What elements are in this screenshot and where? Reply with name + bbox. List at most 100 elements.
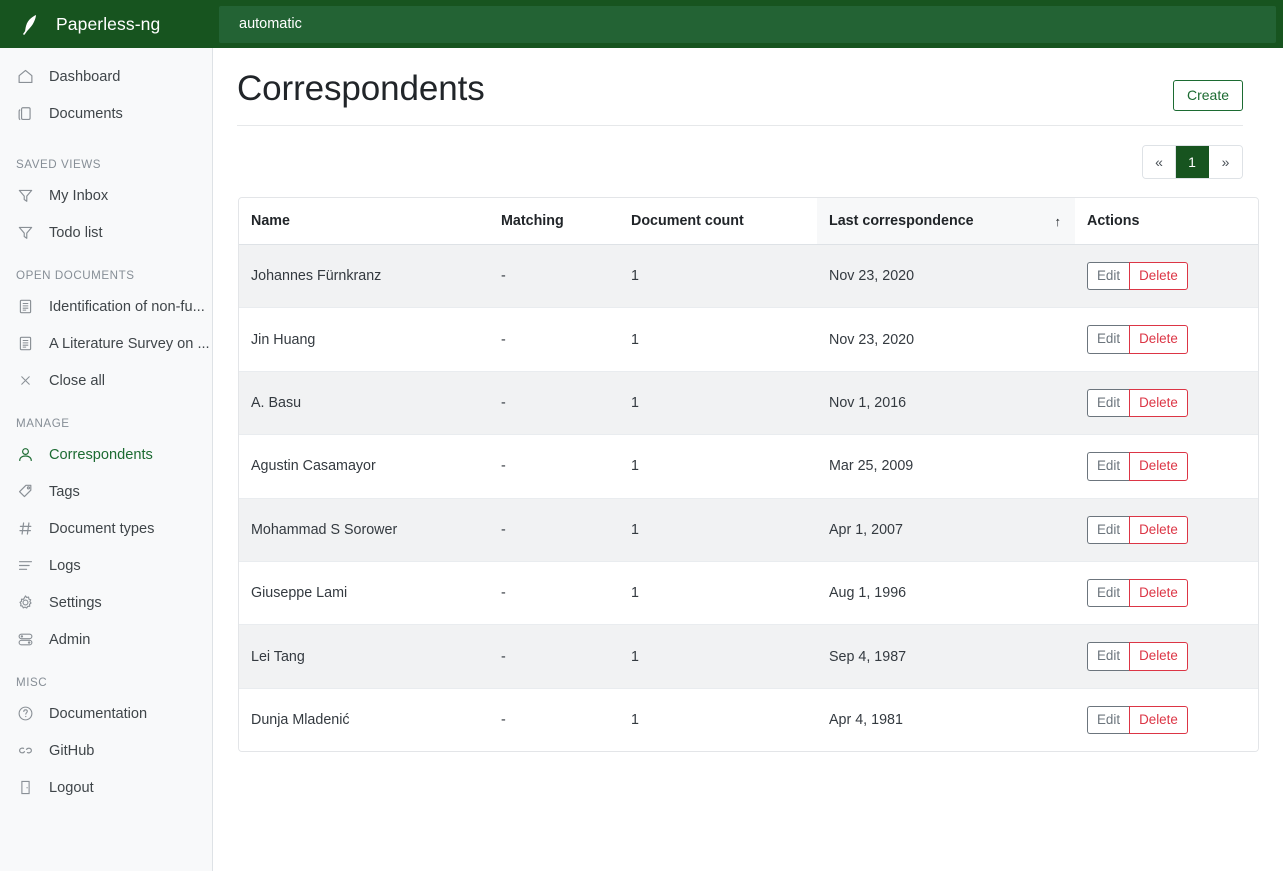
cell-matching: - — [489, 624, 619, 689]
column-header-label: Name — [251, 213, 290, 229]
delete-button[interactable]: Delete — [1129, 642, 1188, 671]
sidebar-item-tags[interactable]: Tags — [0, 473, 212, 510]
sidebar-item-admin[interactable]: Admin — [0, 621, 212, 658]
pagination-next[interactable]: » — [1209, 146, 1242, 178]
delete-button[interactable]: Delete — [1129, 705, 1188, 735]
edit-button[interactable]: Edit — [1087, 515, 1130, 545]
sidebar-item-correspondents[interactable]: Correspondents — [0, 436, 212, 473]
sidebar-item-label: A Literature Survey on ... — [49, 335, 210, 352]
edit-button[interactable]: Edit — [1087, 388, 1130, 418]
sidebar-item-logout[interactable]: Logout — [0, 769, 212, 806]
cell-last-correspondence: Apr 1, 2007 — [817, 498, 1075, 563]
table-row[interactable]: Giuseppe Lami - 1 Aug 1, 1996 Edit Delet… — [239, 561, 1258, 626]
sidebar-section-misc: MISC — [16, 676, 48, 689]
delete-button[interactable]: Delete — [1129, 452, 1188, 481]
column-header-name[interactable]: Name — [239, 198, 489, 245]
list-icon — [16, 556, 35, 575]
table-row[interactable]: Johannes Fürnkranz - 1 Nov 23, 2020 Edit… — [239, 244, 1258, 309]
table-row[interactable]: Jin Huang - 1 Nov 23, 2020 Edit Delete — [239, 307, 1258, 372]
table-row[interactable]: Mohammad S Sorower - 1 Apr 1, 2007 Edit … — [239, 498, 1258, 563]
cell-name: Giuseppe Lami — [239, 561, 489, 626]
table-body: Johannes Fürnkranz - 1 Nov 23, 2020 Edit… — [239, 244, 1258, 752]
sidebar-item-dashboard[interactable]: Dashboard — [0, 58, 212, 95]
sidebar-item-open-document-1[interactable]: Identification of non-fu... — [0, 288, 212, 325]
delete-button[interactable]: Delete — [1129, 325, 1188, 354]
edit-button[interactable]: Edit — [1087, 642, 1130, 671]
gear-icon — [16, 593, 35, 612]
cell-last-correspondence: Nov 23, 2020 — [817, 244, 1075, 309]
sidebar-item-my-inbox[interactable]: My Inbox — [0, 177, 212, 214]
edit-button[interactable]: Edit — [1087, 705, 1130, 735]
edit-button[interactable]: Edit — [1087, 452, 1130, 481]
table-row[interactable]: A. Basu - 1 Nov 1, 2016 Edit Delete — [239, 371, 1258, 436]
sidebar-item-documentation[interactable]: Documentation — [0, 695, 212, 732]
pagination-page-1[interactable]: 1 — [1176, 146, 1209, 178]
cell-document-count: 1 — [619, 434, 817, 499]
delete-button[interactable]: Delete — [1129, 579, 1188, 608]
cell-actions: Edit Delete — [1075, 434, 1258, 499]
column-header-matching[interactable]: Matching — [489, 198, 619, 245]
create-button[interactable]: Create — [1172, 80, 1243, 111]
sidebar-item-settings[interactable]: Settings — [0, 584, 212, 621]
delete-button[interactable]: Delete — [1129, 388, 1188, 418]
cell-matching: - — [489, 561, 619, 626]
hash-icon — [16, 519, 35, 538]
cell-document-count: 1 — [619, 371, 817, 436]
table-row[interactable]: Agustin Casamayor - 1 Mar 25, 2009 Edit … — [239, 434, 1258, 499]
cell-actions: Edit Delete — [1075, 561, 1258, 626]
close-icon — [16, 371, 35, 390]
search-input[interactable] — [219, 5, 1276, 43]
pagination-prev[interactable]: « — [1143, 146, 1176, 178]
table-row[interactable]: Lei Tang - 1 Sep 4, 1987 Edit Delete — [239, 624, 1258, 689]
sidebar-item-label: Dashboard — [49, 68, 121, 85]
sidebar-item-close-all[interactable]: Close all — [0, 362, 212, 399]
delete-button[interactable]: Delete — [1129, 262, 1188, 291]
brand[interactable]: Paperless-ng — [0, 0, 213, 48]
edit-button[interactable]: Edit — [1087, 262, 1130, 291]
cell-last-correspondence: Mar 25, 2009 — [817, 434, 1075, 499]
sidebar-item-document-types[interactable]: Document types — [0, 510, 212, 547]
edit-button[interactable]: Edit — [1087, 579, 1130, 608]
sidebar-item-documents[interactable]: Documents — [0, 95, 212, 132]
sidebar-item-label: Documents — [49, 105, 123, 122]
sidebar-item-label: Tags — [49, 483, 80, 500]
sidebar-item-open-document-2[interactable]: A Literature Survey on ... — [0, 325, 212, 362]
page-title: Correspondents — [237, 69, 485, 108]
pagination: « 1 » — [1142, 145, 1243, 179]
sidebar-item-github[interactable]: GitHub — [0, 732, 212, 769]
column-header-last-correspondence[interactable]: Last correspondence ↑ — [817, 198, 1075, 245]
cell-matching: - — [489, 688, 619, 752]
cell-document-count: 1 — [619, 307, 817, 372]
person-icon — [16, 445, 35, 464]
cell-matching: - — [489, 498, 619, 563]
sidebar-item-label: Documentation — [49, 705, 148, 722]
table-row[interactable]: Dunja Mladenić - 1 Apr 4, 1981 Edit Dele… — [239, 688, 1258, 752]
door-icon — [16, 778, 35, 797]
table-head: Name Matching Document count Last corres… — [239, 198, 1258, 245]
cell-name: Dunja Mladenić — [239, 688, 489, 752]
delete-button[interactable]: Delete — [1129, 515, 1188, 545]
cell-actions: Edit Delete — [1075, 624, 1258, 689]
cell-matching: - — [489, 371, 619, 436]
row-action-group: Edit Delete — [1087, 579, 1188, 608]
cell-actions: Edit Delete — [1075, 307, 1258, 372]
sidebar-item-todo-list[interactable]: Todo list — [0, 214, 212, 251]
column-header-document-count[interactable]: Document count — [619, 198, 817, 245]
column-header-label: Last correspondence — [829, 213, 974, 229]
toggles-icon — [16, 630, 35, 649]
cell-name: Jin Huang — [239, 307, 489, 372]
tag-icon — [16, 482, 35, 501]
link-icon — [16, 741, 35, 760]
sidebar-section-saved-views: SAVED VIEWS — [16, 158, 102, 171]
document-icon — [16, 297, 35, 316]
header-divider — [237, 125, 1243, 126]
cell-document-count: 1 — [619, 244, 817, 309]
cell-name: Agustin Casamayor — [239, 434, 489, 499]
cell-last-correspondence: Sep 4, 1987 — [817, 624, 1075, 689]
sidebar-item-logs[interactable]: Logs — [0, 547, 212, 584]
table-header-row: Name Matching Document count Last corres… — [239, 198, 1258, 245]
edit-button[interactable]: Edit — [1087, 325, 1130, 354]
cell-matching: - — [489, 434, 619, 499]
cell-actions: Edit Delete — [1075, 688, 1258, 752]
cell-name: Lei Tang — [239, 624, 489, 689]
